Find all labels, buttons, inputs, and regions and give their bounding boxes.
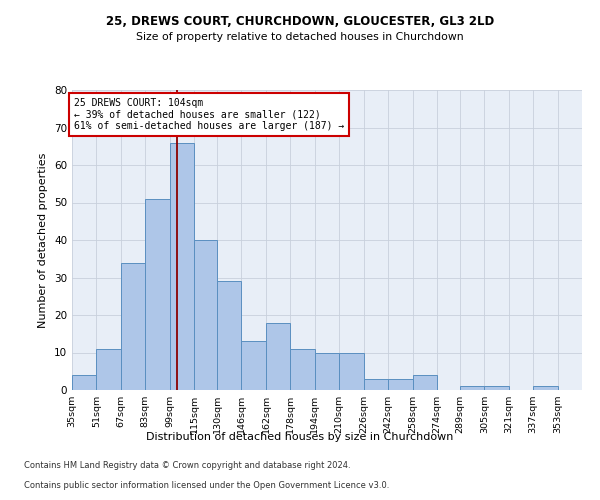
Bar: [413, 375, 437, 390]
Text: Size of property relative to detached houses in Churchdown: Size of property relative to detached ho…: [136, 32, 464, 42]
Bar: [315, 352, 339, 390]
Bar: [484, 386, 509, 390]
Bar: [97, 349, 121, 390]
Bar: [194, 240, 217, 390]
Bar: [388, 379, 413, 390]
Text: 25 DREWS COURT: 104sqm
← 39% of detached houses are smaller (122)
61% of semi-de: 25 DREWS COURT: 104sqm ← 39% of detached…: [74, 98, 344, 130]
Bar: [121, 262, 145, 390]
Text: 25, DREWS COURT, CHURCHDOWN, GLOUCESTER, GL3 2LD: 25, DREWS COURT, CHURCHDOWN, GLOUCESTER,…: [106, 15, 494, 28]
Text: Contains public sector information licensed under the Open Government Licence v3: Contains public sector information licen…: [24, 481, 389, 490]
Bar: [364, 379, 388, 390]
Y-axis label: Number of detached properties: Number of detached properties: [38, 152, 49, 328]
Bar: [266, 322, 290, 390]
Bar: [290, 349, 315, 390]
Bar: [170, 142, 194, 390]
Bar: [145, 198, 170, 390]
Text: Contains HM Land Registry data © Crown copyright and database right 2024.: Contains HM Land Registry data © Crown c…: [24, 461, 350, 470]
Text: Distribution of detached houses by size in Churchdown: Distribution of detached houses by size …: [146, 432, 454, 442]
Bar: [72, 375, 97, 390]
Bar: [217, 281, 241, 390]
Bar: [460, 386, 484, 390]
Bar: [339, 352, 364, 390]
Bar: [241, 341, 266, 390]
Bar: [533, 386, 557, 390]
